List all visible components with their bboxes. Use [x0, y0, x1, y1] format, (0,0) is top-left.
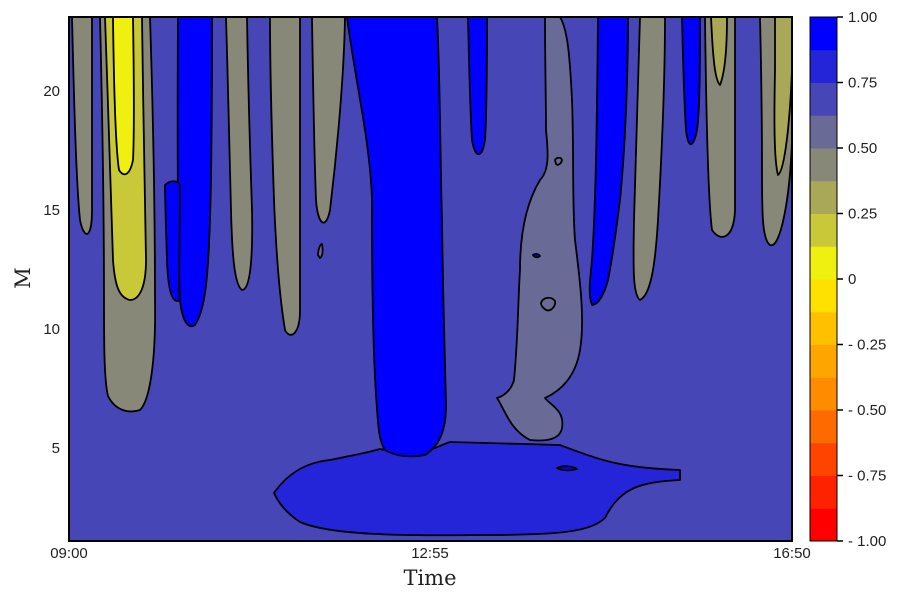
y-tick-label: 5: [52, 440, 60, 457]
colorbar-swatch: [810, 49, 837, 83]
colorbar-tick-label: 1.00: [848, 9, 877, 26]
colorbar-tick-label: - 0.50: [848, 402, 886, 419]
contour-region-left-edge-column: [71, 17, 93, 235]
colorbar-swatch: [810, 475, 837, 509]
colorbar-tick-label: 0.75: [848, 75, 877, 92]
contour-region-right-gray-region: [496, 17, 583, 442]
colorbar-swatch: [810, 17, 837, 51]
plot-frame: [68, 16, 793, 542]
colorbar-swatch: [810, 311, 837, 345]
contour-region-right-gray-column-a: [632, 17, 666, 301]
colorbar-swatch: [810, 148, 837, 182]
x-axis-title: Time: [403, 566, 456, 590]
colorbar-swatch: [810, 180, 837, 214]
colorbar-tick-label: - 0.75: [848, 468, 886, 485]
colorbar-tick-label: - 0.25: [848, 337, 886, 354]
contour-region-small-blue-column-2: [681, 17, 701, 146]
colorbar-swatch: [810, 213, 837, 247]
y-tick-label: 20: [43, 83, 60, 100]
colorbar-tick-label: 0: [848, 271, 856, 288]
colorbar-swatch: [810, 410, 837, 444]
contour-region-small-blob-5: [532, 253, 541, 259]
colorbar-swatch: [810, 344, 837, 378]
colorbar-swatch: [810, 82, 837, 116]
x-tick-label: 12:55: [411, 545, 449, 562]
colorbar-tick-label: - 1.00: [848, 533, 886, 550]
contour-region-mid-gray-column-b: [311, 17, 346, 224]
colorbar-swatch: [810, 279, 837, 313]
contour-region-small-blob-2: [554, 156, 563, 166]
colorbar-swatch: [810, 442, 837, 476]
y-axis-title: M: [11, 267, 35, 289]
colorbar-swatch: [810, 377, 837, 411]
colorbar-swatch: [810, 246, 837, 280]
contour-region-right-gray-column-b: [704, 17, 736, 238]
contour-region-right-olive-edge: [773, 17, 792, 176]
y-tick-label: 15: [43, 202, 60, 219]
contour-region-mid-gray-column-a: [225, 17, 254, 291]
contour-region-blue-column-a-left: [164, 180, 181, 302]
contour-plot-area: [69, 17, 792, 541]
colorbar-swatch: [810, 508, 837, 542]
x-tick-label: 16:50: [773, 545, 811, 562]
colorbar-tick-label: 0.25: [848, 206, 877, 223]
contour-region-left-yellow-column: [112, 17, 135, 176]
x-tick-label: 09:00: [50, 545, 88, 562]
contour-region-central-column: [346, 17, 447, 458]
contour-region-right-olive-column-b: [710, 17, 728, 86]
colorbar-labels: 1.00 0.75 0.50 0.25 0 - 0.25 - 0.50 - 0.75 - 1.0…: [837, 9, 886, 550]
contour-region-low-band: [273, 441, 681, 537]
contour-region-small-blob-4: [556, 465, 578, 472]
colorbar-swatch: [810, 115, 837, 149]
contour-region-blue-column-a: [176, 17, 213, 328]
contour-region-blue-column-b: [588, 17, 629, 306]
contour-region-mid-gray-column-c: [269, 17, 301, 336]
colorbar: [810, 17, 837, 542]
colorbar-tick-label: 0.50: [848, 140, 877, 157]
contour-region-small-blue-column-1: [467, 17, 488, 156]
contour-region-small-blob-3: [317, 243, 324, 259]
y-tick-label: 10: [43, 321, 60, 338]
contour-region-small-blob-1: [540, 296, 557, 312]
